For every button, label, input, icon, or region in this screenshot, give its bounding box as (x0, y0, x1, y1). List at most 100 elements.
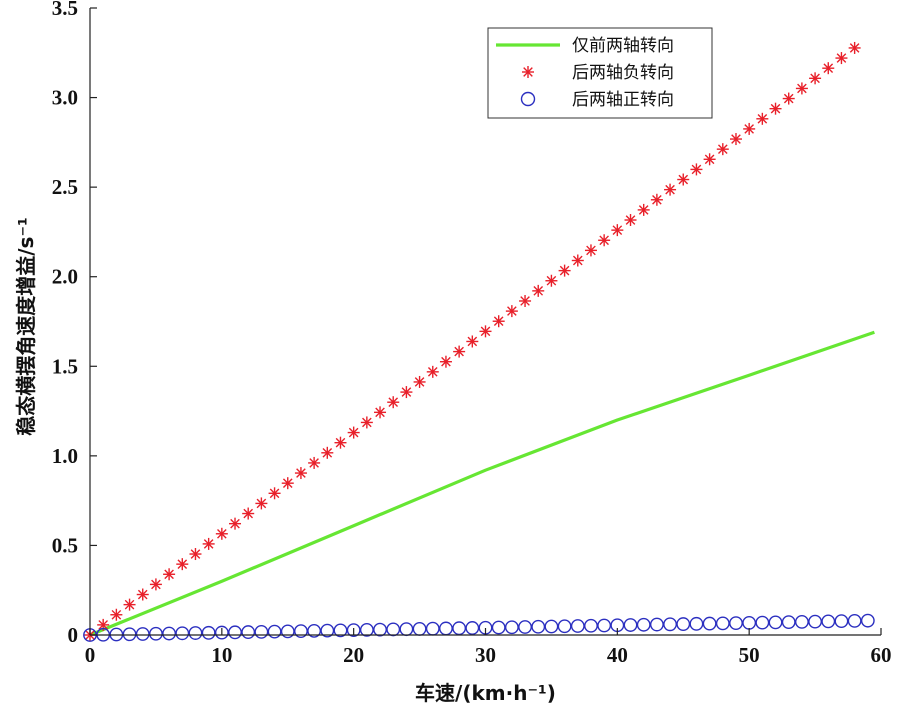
series-point (689, 616, 704, 631)
series-point (465, 621, 480, 635)
series-point (491, 620, 506, 635)
series-point (439, 621, 453, 636)
series-point (254, 624, 269, 639)
series-point (822, 62, 835, 75)
y-tick-label: 0 (68, 623, 79, 647)
y-tick-label: 2.5 (52, 175, 78, 199)
plot-area (83, 41, 875, 642)
series-point (835, 52, 848, 65)
series-point (756, 112, 769, 125)
x-tick-label: 30 (475, 643, 496, 667)
series-point (333, 623, 348, 638)
series-point (808, 614, 822, 629)
series-point (373, 622, 387, 637)
series-point (294, 624, 308, 639)
series-point (518, 620, 532, 634)
series-point (768, 615, 783, 630)
series-point (597, 618, 612, 633)
series-point (544, 619, 559, 634)
series-point (782, 92, 795, 105)
y-ticks: 0 0.5 1.0 1.5 2.0 2.5 3.0 3.5 (52, 0, 97, 647)
legend-entry: 后两轴正转向 (520, 90, 674, 110)
series-point (399, 622, 414, 637)
x-ticks: 0 10 20 30 40 50 60 (85, 628, 892, 667)
series-point (847, 614, 862, 628)
series-point (584, 618, 598, 633)
series-point (479, 325, 492, 338)
series-point (676, 617, 691, 631)
series-point (214, 625, 229, 640)
series-point (122, 627, 137, 642)
series-point (320, 623, 335, 638)
series-point (149, 578, 162, 591)
series-point (359, 622, 374, 637)
series-point (189, 548, 202, 561)
series-point (374, 406, 387, 419)
x-tick-label: 20 (343, 643, 364, 667)
series-point (400, 386, 413, 399)
series-point (742, 615, 757, 630)
series-point (702, 616, 717, 631)
series-point (624, 214, 637, 227)
series-point (637, 203, 650, 216)
series-point (347, 426, 360, 439)
series-point (241, 625, 256, 639)
series-point (268, 487, 281, 500)
series-point (598, 234, 611, 247)
legend-label: 仅前两轴转向 (572, 36, 674, 56)
y-tick-label: 1.0 (52, 444, 78, 468)
y-tick-label: 0.5 (52, 533, 78, 557)
series-point (188, 626, 203, 640)
series-point (242, 507, 255, 520)
x-tick-label: 50 (739, 643, 760, 667)
series-point (650, 193, 663, 206)
x-tick-label: 60 (871, 643, 892, 667)
series-point (334, 436, 347, 449)
series-point (110, 608, 123, 621)
series-point (175, 626, 190, 641)
series-point (123, 598, 136, 611)
series-point (453, 345, 466, 358)
series-point (795, 82, 808, 95)
series-point (531, 619, 546, 634)
series-point (743, 122, 756, 135)
series-point (716, 143, 729, 156)
series-point (176, 558, 189, 571)
series-point (426, 365, 439, 378)
series-3 (83, 613, 875, 642)
legend-swatch (522, 66, 534, 78)
series-point (452, 621, 467, 636)
series-point (690, 163, 703, 176)
series-point (755, 615, 770, 630)
y-tick-label: 2.0 (52, 265, 78, 289)
series-point (162, 626, 177, 641)
y-tick-label: 1.5 (52, 354, 78, 378)
x-tick-label: 0 (85, 643, 96, 667)
series-point (532, 284, 545, 297)
series-point (387, 396, 400, 409)
series-point (281, 477, 294, 490)
series-point (425, 621, 440, 636)
series-point (201, 625, 216, 640)
series-point (636, 617, 651, 632)
series-point (267, 624, 282, 639)
series-point (135, 627, 150, 641)
series-point (308, 456, 321, 469)
series-point (664, 183, 677, 196)
y-tick-label: 3.5 (52, 0, 78, 20)
series-point (321, 446, 334, 459)
series-point (703, 153, 716, 166)
series-point (848, 41, 861, 54)
series-point (611, 224, 624, 237)
series-point (307, 623, 322, 638)
series-point (729, 616, 743, 630)
series-point (663, 617, 677, 632)
series-point (228, 625, 242, 640)
series-point (492, 315, 505, 328)
series-point (346, 623, 361, 638)
series-point (557, 619, 572, 634)
series-point (215, 527, 228, 540)
legend-swatch (520, 91, 536, 107)
series-point (809, 72, 822, 85)
